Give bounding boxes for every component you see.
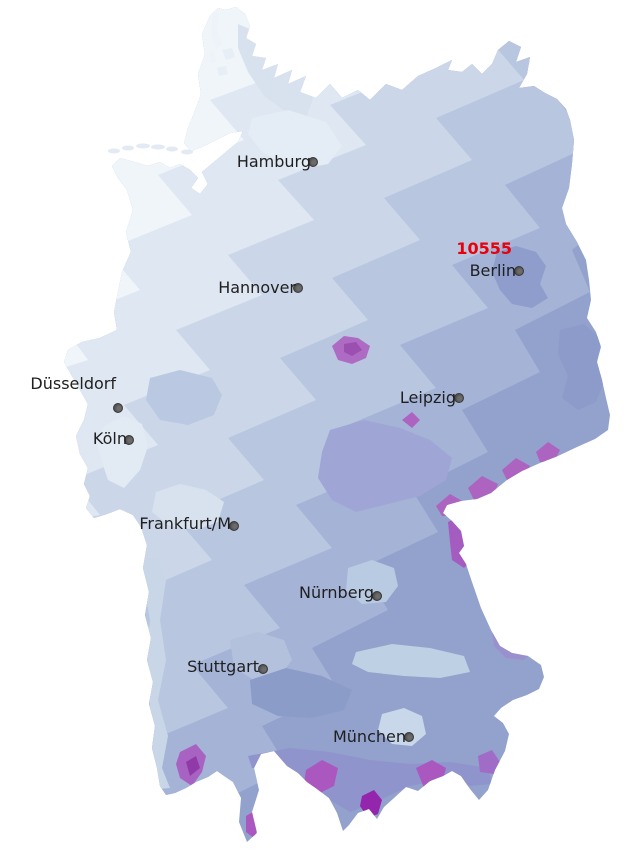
city-marker-muenchen [404, 732, 414, 742]
city-marker-hannover [293, 283, 303, 293]
city-label-berlin: Berlin [469, 261, 516, 280]
city-marker-koeln [124, 435, 134, 445]
city-label-duesseldorf: Düsseldorf [30, 374, 116, 393]
city-label-stuttgart: Stuttgart [187, 657, 259, 676]
city-marker-stuttgart [258, 664, 268, 674]
city-marker-frankfurt [229, 521, 239, 531]
city-label-leipzig: Leipzig [399, 388, 456, 407]
city-marker-leipzig [454, 393, 464, 403]
north-sea-islands [108, 12, 235, 155]
city-label-frankfurt: Frankfurt/M [139, 514, 231, 533]
city-marker-duesseldorf [113, 403, 123, 413]
city-label-hamburg: Hamburg [236, 152, 311, 171]
city-label-nuernberg: Nürnberg [299, 583, 374, 602]
city-label-koeln: Köln [92, 429, 127, 448]
city-label-hannover: Hannover [218, 278, 296, 297]
city-label-muenchen: München [332, 727, 406, 746]
city-marker-nuernberg [372, 591, 382, 601]
city-marker-berlin [514, 266, 524, 276]
postal-code-highlight: 10555 [456, 239, 512, 258]
city-marker-hamburg [308, 157, 318, 167]
